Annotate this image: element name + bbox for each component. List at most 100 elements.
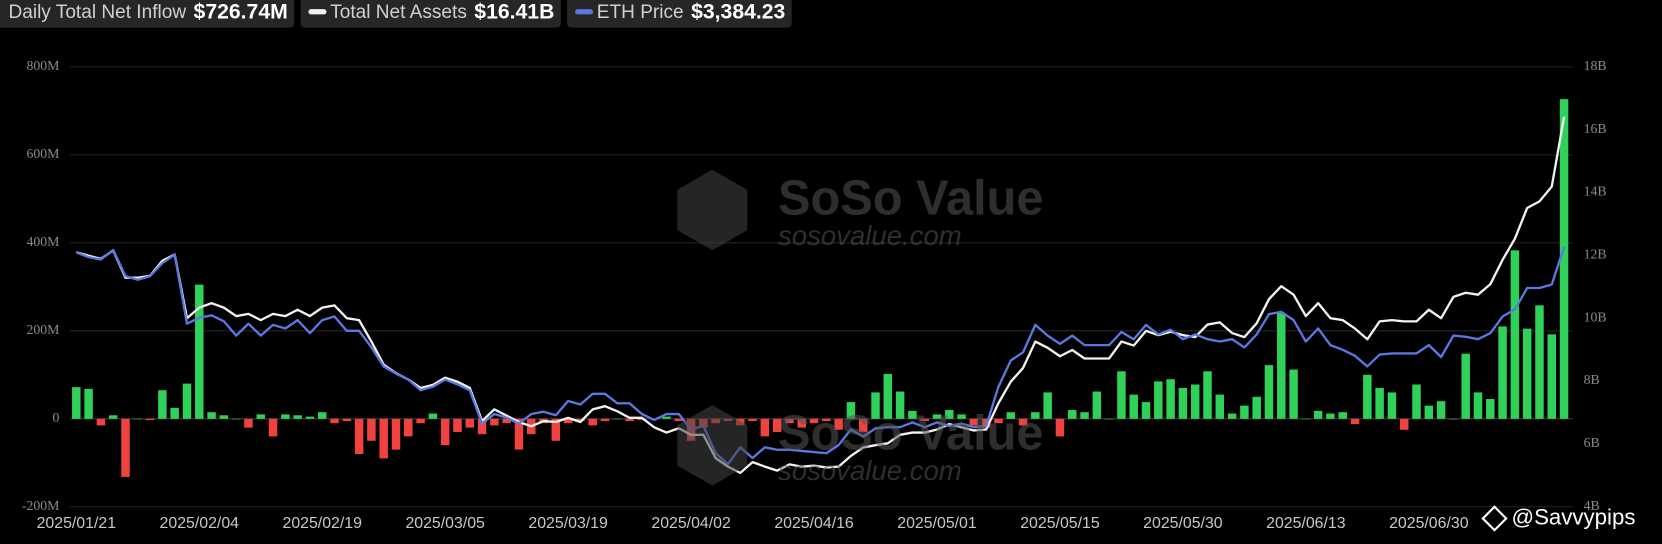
bar [858, 418, 868, 432]
bar [895, 391, 905, 419]
legend-value: $16.41B [474, 0, 554, 23]
bar [1018, 418, 1028, 426]
bar [502, 418, 511, 424]
legend-item: Total Net Assets $16.41B [300, 0, 561, 28]
bar [1277, 313, 1286, 419]
x-tick-label: 2025/02/19 [282, 515, 362, 532]
bar [1424, 405, 1434, 419]
x-tick-label: 2025/03/05 [405, 515, 485, 532]
bar [957, 414, 966, 419]
legend-bg [300, 0, 561, 28]
bar [170, 407, 179, 419]
bar [1412, 384, 1421, 419]
bar [1129, 394, 1138, 419]
bar [920, 418, 929, 422]
bar [1350, 418, 1360, 425]
bar [1473, 392, 1483, 419]
legend-label: Total Net Assets [330, 2, 467, 23]
watermark-logo [677, 405, 748, 486]
bar [1031, 412, 1040, 419]
bar [563, 418, 573, 424]
x-tick-label: 2025/05/30 [1143, 515, 1223, 532]
y2-tick-label: 14B [1584, 184, 1607, 199]
bar [145, 418, 155, 421]
bar [1535, 305, 1544, 419]
bar [588, 418, 597, 426]
bar [1190, 384, 1200, 419]
y2-tick-label: 8B [1584, 372, 1600, 387]
y2-tick-label: 16B [1584, 121, 1607, 136]
bar [772, 418, 782, 432]
bar [428, 413, 438, 419]
bar [281, 414, 290, 419]
bar [1301, 418, 1311, 420]
bar [576, 418, 585, 422]
bar [317, 412, 327, 419]
legend-label: Daily Total Net Inflow [8, 2, 186, 23]
bar [674, 418, 684, 422]
bar [465, 418, 475, 428]
bar [268, 418, 278, 437]
watermark: SoSo Value [778, 407, 1044, 461]
credit-group: @Savvypips [1481, 504, 1635, 532]
bar [1510, 250, 1520, 419]
bar [1289, 369, 1298, 419]
bar [1522, 328, 1532, 419]
bar [182, 383, 192, 419]
bar [1104, 418, 1114, 420]
bar [662, 416, 671, 419]
bar [908, 410, 917, 419]
bar [1215, 394, 1225, 419]
bar [121, 418, 130, 477]
bar [453, 418, 462, 432]
bar [1313, 410, 1323, 419]
bar [1375, 388, 1384, 419]
bar [1498, 326, 1507, 419]
bar [84, 388, 93, 419]
y-tick-label: 600M [26, 146, 59, 161]
bar [797, 418, 806, 428]
credit-icon [1481, 505, 1508, 532]
watermark-url: sosovalue.com [778, 220, 962, 251]
bar [1559, 99, 1569, 419]
bar [613, 418, 622, 420]
bar [391, 418, 401, 450]
y-tick-label: 400M [26, 234, 59, 249]
bar [195, 284, 204, 419]
bar [133, 418, 143, 420]
bar [404, 418, 413, 437]
y2-tick-label: 6B [1584, 435, 1600, 450]
bar [1363, 374, 1372, 419]
y-tick-label: 0 [52, 410, 59, 425]
legend-bg [567, 0, 792, 28]
bar [330, 418, 339, 424]
x-tick-label: 2025/05/15 [1020, 515, 1100, 532]
bar [748, 418, 757, 422]
bar [969, 418, 979, 426]
bar [1240, 405, 1249, 419]
bar [1178, 388, 1188, 419]
bar [1154, 381, 1163, 419]
bar [1203, 371, 1212, 419]
bar [379, 418, 388, 459]
bar [600, 418, 610, 422]
bar [1387, 392, 1397, 419]
bar [108, 415, 118, 419]
bar [1436, 401, 1446, 419]
x-tick-label: 2025/03/19 [528, 515, 608, 532]
bar [440, 418, 450, 446]
watermark: SoSo Value [778, 171, 1044, 225]
y2-tick-label: 12B [1584, 247, 1607, 262]
bar [367, 418, 376, 441]
bar [625, 418, 634, 422]
bar [354, 418, 364, 454]
bar [871, 392, 880, 419]
bar [1080, 412, 1089, 419]
y-tick-label: -200M [22, 498, 59, 513]
bar [846, 402, 856, 419]
bar [1486, 399, 1495, 419]
y-tick-label: 200M [26, 322, 59, 337]
bar [1338, 412, 1347, 419]
bar [514, 418, 524, 450]
